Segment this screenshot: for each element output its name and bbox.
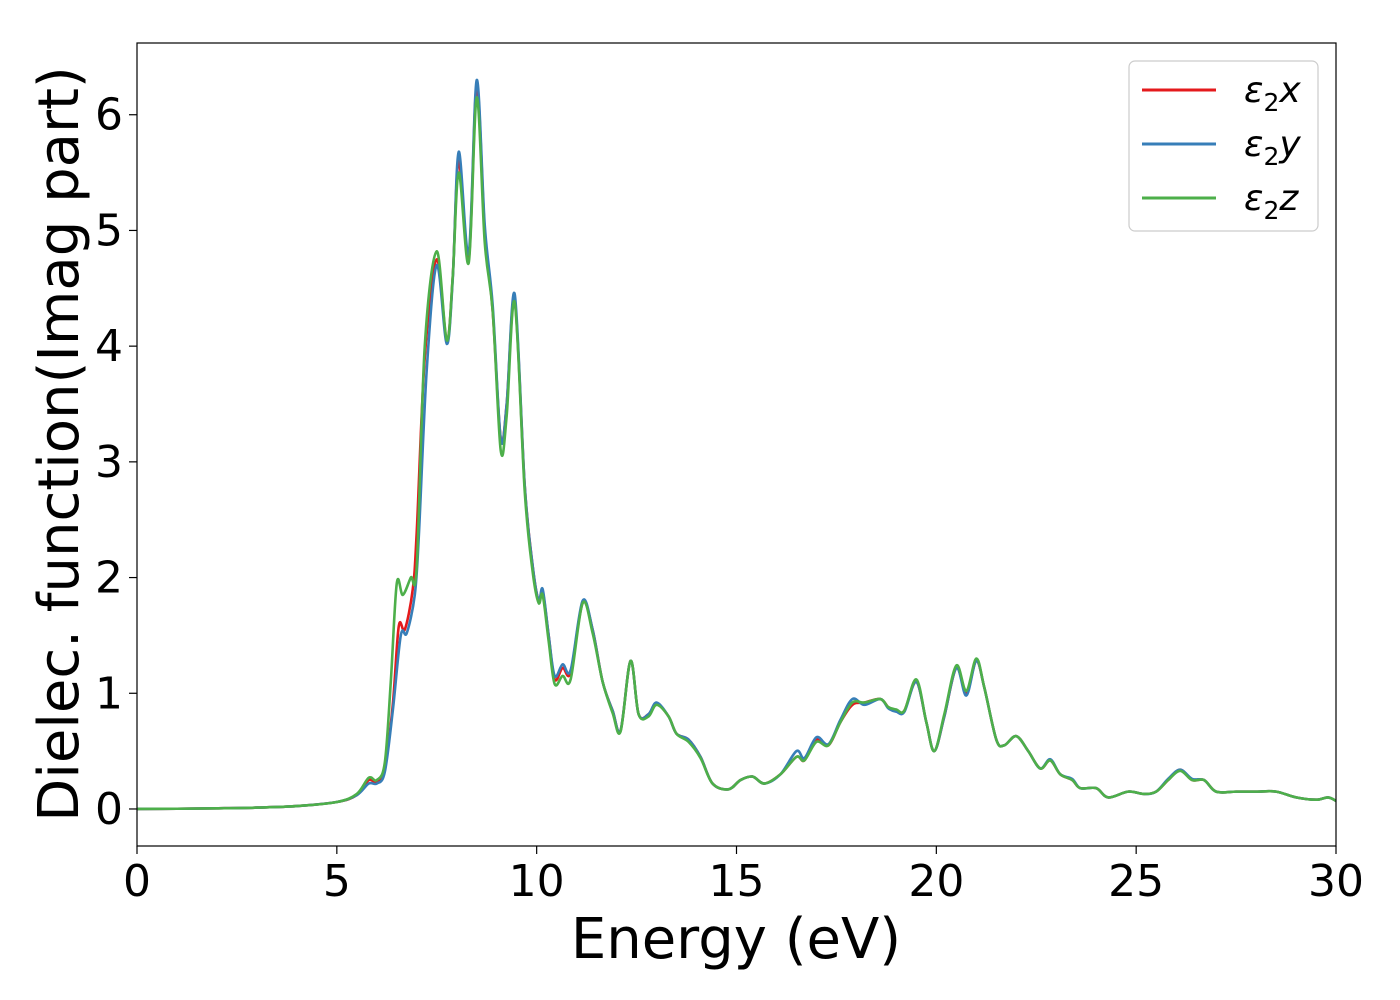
legend-entry-e2y: ε2y bbox=[1142, 124, 1301, 171]
y-tick-label: 3 bbox=[95, 437, 123, 488]
y-tick-label: 2 bbox=[95, 553, 123, 604]
y-tick-label: 5 bbox=[95, 205, 123, 256]
y-axis-label: Dielec. function(Imag part) bbox=[27, 66, 92, 822]
legend-label: ε2y bbox=[1244, 124, 1301, 171]
legend-entry-e2x: ε2x bbox=[1142, 70, 1301, 117]
x-tick-label: 30 bbox=[1308, 856, 1364, 907]
series-layer bbox=[137, 78, 1336, 811]
x-axis: 0 5 10 15 20 25 30 bbox=[123, 846, 1364, 907]
legend: ε2x ε2y ε2z bbox=[1128, 60, 1319, 232]
y-tick-label: 1 bbox=[95, 668, 123, 719]
x-tick-label: 10 bbox=[509, 856, 565, 907]
x-tick-label: 5 bbox=[323, 856, 351, 907]
x-tick-label: 15 bbox=[709, 856, 765, 907]
legend-entry-e2z: ε2z bbox=[1142, 178, 1299, 225]
x-axis-label: Energy (eV) bbox=[571, 907, 901, 972]
x-tick-label: 25 bbox=[1108, 856, 1164, 907]
y-axis: 0 1 2 3 4 5 6 bbox=[95, 90, 137, 835]
y-tick-label: 4 bbox=[95, 321, 123, 372]
series-line-e2z bbox=[137, 96, 1336, 811]
x-tick-label: 0 bbox=[123, 856, 151, 907]
legend-box bbox=[1128, 60, 1319, 232]
y-tick-label: 0 bbox=[95, 784, 123, 835]
legend-label: ε2x bbox=[1244, 70, 1301, 117]
y-tick-label: 6 bbox=[95, 90, 123, 141]
x-tick-label: 20 bbox=[908, 856, 964, 907]
legend-label: ε2z bbox=[1244, 178, 1299, 225]
